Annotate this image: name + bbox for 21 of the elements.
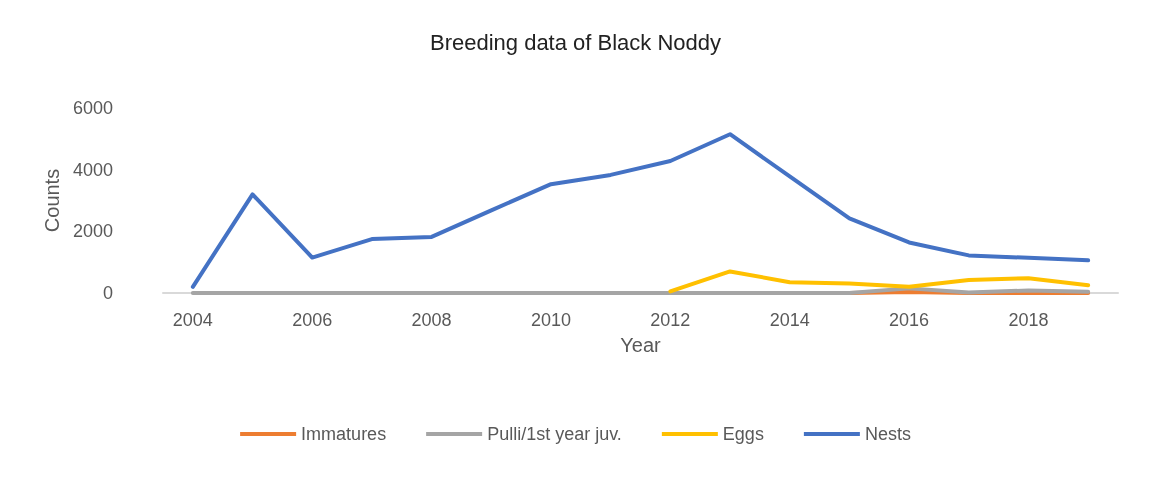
x-tick-label: 2006	[292, 310, 333, 330]
y-tick-label: 2000	[72, 221, 113, 242]
line-series	[190, 132, 1091, 289]
legend-label: Immatures	[301, 424, 387, 444]
chart-title: Breeding data of Black Noddy	[429, 29, 722, 55]
y-axis-title: Counts	[41, 168, 64, 233]
y-tick-label: 4000	[72, 159, 113, 180]
x-tick-label: 2004	[172, 310, 213, 330]
x-tick-label: 2010	[530, 310, 571, 330]
y-tick-label: 6000	[72, 98, 113, 118]
legend-label: Pulli/1st year juv.	[487, 424, 622, 444]
x-tick-label: 2012	[650, 310, 691, 330]
legend-label: Eggs	[722, 424, 764, 444]
legend-label: Nests	[864, 424, 911, 444]
x-axis-title: Year	[620, 334, 662, 356]
x-tick-label: 2014	[769, 310, 810, 330]
line-series	[668, 269, 1091, 294]
y-tick-label: 0	[102, 283, 113, 303]
x-tick-label: 2008	[411, 310, 452, 330]
x-tick-label: 2018	[1008, 310, 1049, 330]
x-tick-label: 2016	[889, 310, 930, 330]
